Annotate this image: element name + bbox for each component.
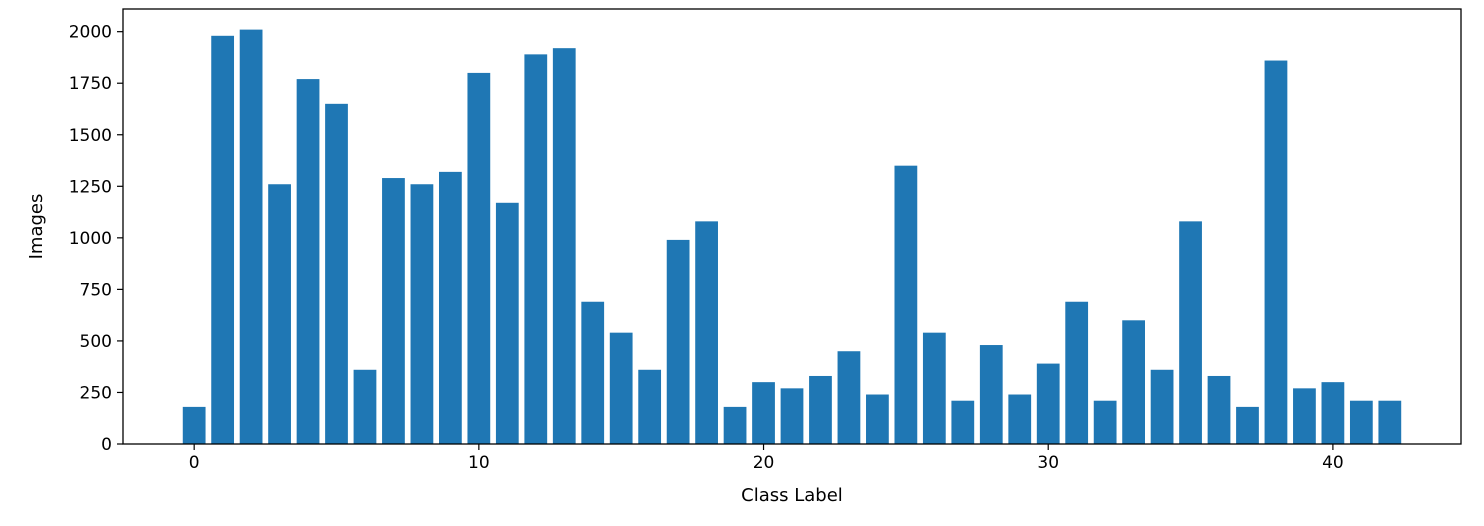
bar-class-33: [1122, 320, 1145, 444]
bar-class-14: [581, 301, 605, 444]
bar-class-26: [922, 332, 946, 444]
bar-class-7: [382, 178, 405, 445]
bar-class-25: [894, 165, 918, 444]
bar-class-8: [410, 184, 434, 445]
x-tick-label: 30: [1037, 453, 1059, 473]
bar-class-29: [1008, 394, 1032, 444]
bar-series: [182, 29, 1402, 445]
bar-class-21: [780, 388, 804, 444]
bar-class-4: [296, 79, 320, 444]
bar-class-22: [809, 375, 832, 444]
bar-class-19: [723, 406, 747, 444]
bar-class-39: [1293, 388, 1316, 444]
axes-spines: [122, 8, 1462, 445]
bar-class-37: [1236, 406, 1259, 444]
x-tick-label: 20: [753, 453, 775, 473]
y-tick-label: 1250: [69, 177, 112, 197]
bar-class-34: [1150, 369, 1174, 444]
bar-class-23: [837, 351, 861, 444]
bar-class-16: [638, 369, 662, 444]
plot-background: [123, 9, 1461, 444]
x-tick-label: 10: [468, 453, 490, 473]
plot-area: [123, 9, 1461, 444]
bar-class-2: [239, 29, 263, 445]
bar-class-36: [1207, 375, 1231, 444]
bar-class-15: [609, 332, 633, 444]
y-tick-label: 1000: [69, 229, 112, 249]
axis-frame: [122, 8, 1462, 445]
bar-class-9: [439, 171, 462, 444]
bar-class-18: [695, 221, 718, 444]
bar-class-24: [866, 394, 889, 444]
bar-class-27: [951, 400, 975, 444]
bar-class-40: [1321, 382, 1345, 444]
y-tick-label: 1750: [69, 74, 112, 94]
bar-class-41: [1349, 400, 1373, 444]
bar-class-1: [211, 35, 235, 445]
bar-class-5: [325, 103, 348, 444]
bar-class-6: [353, 369, 377, 444]
y-axis-ticks: 0 250 500 750 1000 1250 1500 1750 2000: [69, 23, 123, 455]
bar-class-42: [1378, 400, 1402, 444]
bar-class-10: [467, 72, 491, 444]
y-tick-label: 250: [80, 383, 112, 403]
bar-class-0: [182, 406, 206, 444]
y-tick-label: 750: [80, 280, 112, 300]
bar-class-30: [1036, 363, 1060, 444]
bar-class-20: [752, 382, 775, 444]
y-tick-label: 0: [101, 435, 112, 455]
bar-class-28: [979, 345, 1003, 444]
x-tick-label: 40: [1322, 453, 1344, 473]
x-axis-label: Class Label: [741, 485, 843, 506]
y-tick-label: 500: [80, 332, 112, 352]
bar-class-13: [552, 48, 576, 445]
y-tick-label: 2000: [69, 23, 112, 43]
bar-class-31: [1065, 301, 1089, 444]
bar-class-35: [1179, 221, 1202, 444]
y-axis-label: Images: [26, 194, 47, 260]
bar-class-12: [524, 54, 548, 445]
bar-class-38: [1264, 60, 1288, 444]
y-tick-label: 1500: [69, 126, 112, 146]
bar-class-32: [1093, 400, 1117, 444]
x-tick-label: 0: [189, 453, 200, 473]
bar-class-3: [268, 184, 291, 445]
x-axis-ticks: 0 10 20 30 40: [189, 444, 1344, 473]
bar-class-11: [495, 202, 519, 444]
bar-class-17: [666, 239, 690, 444]
